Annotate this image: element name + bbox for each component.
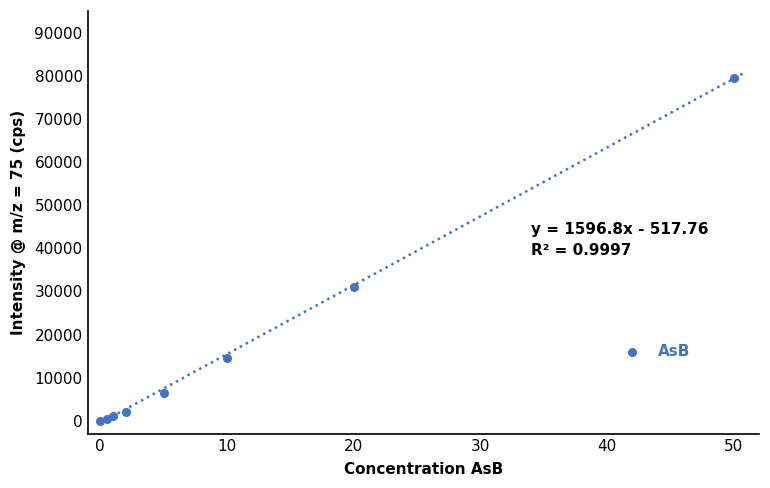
Point: [347, 283, 360, 291]
Point: [728, 74, 740, 82]
Point: [94, 417, 106, 425]
Text: AsB: AsB: [658, 344, 690, 359]
X-axis label: Concentration AsB: Concentration AsB: [343, 462, 503, 477]
Point: [107, 412, 119, 420]
Text: y = 1596.8x - 517.76
R² = 0.9997: y = 1596.8x - 517.76 R² = 0.9997: [531, 223, 708, 259]
Point: [157, 389, 169, 397]
Point: [221, 354, 233, 362]
Y-axis label: Intensity @ m/z = 75 (cps): Intensity @ m/z = 75 (cps): [11, 110, 26, 335]
Point: [119, 408, 132, 416]
Point: [626, 348, 638, 356]
Point: [100, 416, 112, 424]
